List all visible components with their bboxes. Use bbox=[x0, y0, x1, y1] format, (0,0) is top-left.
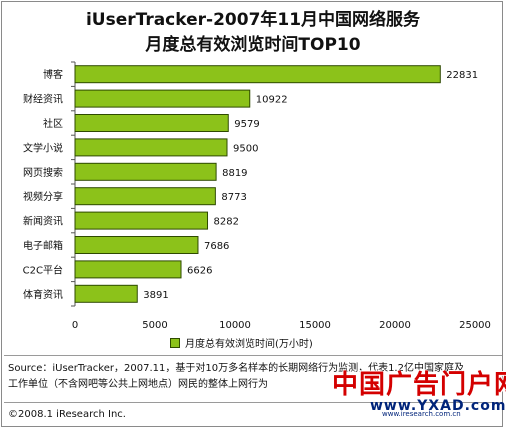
data-label: 9579 bbox=[234, 119, 259, 130]
bar bbox=[74, 260, 182, 279]
x-tick-label: 15000 bbox=[299, 320, 331, 331]
x-tick-label: 0 bbox=[72, 320, 78, 331]
footer-divider-2 bbox=[4, 402, 502, 403]
data-label: 9500 bbox=[233, 143, 258, 154]
chart-title-line1: iUserTracker-2007年11月中国网络服务 bbox=[85, 10, 421, 30]
data-label: 7686 bbox=[204, 241, 229, 252]
footer-divider bbox=[4, 355, 502, 356]
bar bbox=[74, 211, 209, 230]
category-label: 体育资讯 bbox=[23, 288, 63, 301]
bar bbox=[74, 114, 229, 132]
watermark-logo: 中国广告门户网 bbox=[332, 370, 506, 400]
category-label: 新闻资讯 bbox=[23, 215, 63, 228]
data-label: 6626 bbox=[187, 265, 212, 276]
legend-swatch bbox=[170, 337, 180, 348]
category-label: 网页搜索 bbox=[23, 166, 63, 179]
watermark: 中国广告门户网 www.YXAD.com www.iresearch.com.c… bbox=[332, 370, 506, 418]
source-note: Source：iUserTracker，2007.11，基于对10万多名样本的长… bbox=[8, 361, 498, 393]
data-label: 8282 bbox=[214, 217, 239, 228]
data-label: 8773 bbox=[221, 192, 246, 203]
category-label: 电子邮箱 bbox=[23, 239, 63, 252]
bar bbox=[74, 65, 441, 84]
x-tick-label: 20000 bbox=[379, 320, 411, 331]
bar bbox=[74, 162, 217, 181]
bar bbox=[74, 138, 228, 157]
category-label: 社区 bbox=[43, 117, 63, 130]
data-label: 22831 bbox=[446, 70, 478, 81]
data-label: 8819 bbox=[222, 168, 247, 179]
x-tick-label: 25000 bbox=[459, 320, 491, 331]
bar bbox=[74, 89, 251, 108]
category-label: C2C平台 bbox=[23, 263, 63, 276]
data-label: 10922 bbox=[256, 95, 288, 106]
watermark-sub-url: www.iresearch.com.cn bbox=[382, 410, 461, 418]
data-label: 3891 bbox=[143, 290, 168, 301]
category-label: 文学小说 bbox=[23, 141, 63, 154]
chart-legend: 月度总有效浏览时间(万小时) bbox=[170, 335, 313, 350]
x-tick-label: 10000 bbox=[219, 320, 251, 331]
bar bbox=[74, 284, 138, 303]
bar bbox=[74, 236, 199, 254]
chart-title-line2: 月度总有效浏览时间TOP10 bbox=[145, 35, 361, 55]
source-line-2: 工作单位（不含网吧等公共上网地点）网民的整体上网行为 bbox=[8, 379, 268, 390]
legend-label: 月度总有效浏览时间(万小时) bbox=[185, 339, 313, 350]
bar bbox=[74, 187, 216, 206]
category-label: 博客 bbox=[43, 68, 63, 81]
category-label: 财经资讯 bbox=[23, 93, 63, 106]
source-line-1: Source：iUserTracker，2007.11，基于对10万多名样本的长… bbox=[8, 363, 464, 374]
category-label: 视频分享 bbox=[23, 190, 63, 203]
copyright-text: ©2008.1 iResearch Inc. bbox=[8, 409, 126, 420]
x-tick-label: 5000 bbox=[142, 320, 167, 331]
watermark-url: www.YXAD.com bbox=[370, 398, 506, 414]
